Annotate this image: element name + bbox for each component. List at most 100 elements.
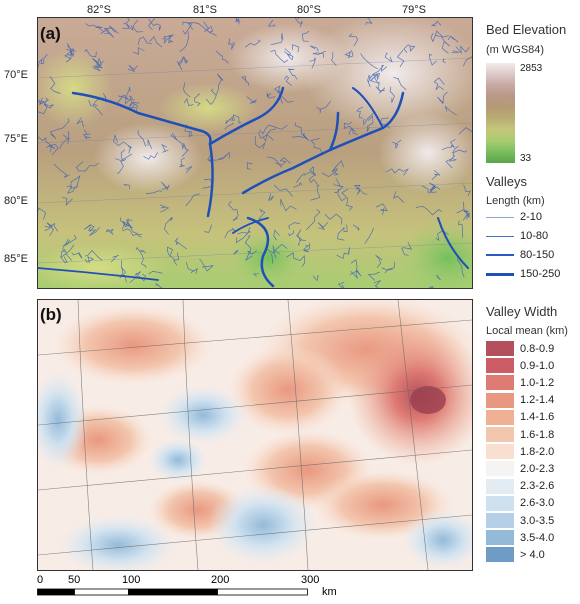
tributary-valley: [259, 124, 288, 135]
width-legend-label: 2.3-2.6: [520, 480, 555, 493]
tributary-valley: [44, 222, 54, 237]
tributary-valley: [185, 261, 198, 274]
tributary-valley: [332, 160, 344, 176]
tributary-valley: [203, 21, 217, 37]
tributary-valley: [341, 188, 354, 211]
tributary-valley: [293, 182, 303, 188]
tributary-valley: [396, 49, 405, 68]
tributary-valley: [343, 121, 356, 132]
tributary-valley: [310, 137, 324, 156]
width-color-swatch: [486, 478, 514, 494]
tributary-valley: [441, 139, 456, 151]
tributary-valley: [83, 224, 95, 233]
tributary-valley: [179, 157, 186, 168]
tributary-valley: [360, 53, 378, 70]
valley-legend-label: 10-80: [520, 230, 549, 242]
tributary-valley: [353, 185, 361, 195]
width-color-swatch: [486, 444, 514, 460]
tributary-valley: [252, 273, 260, 277]
tributary-valley: [227, 38, 236, 50]
tributary-valley: [179, 31, 189, 53]
width-legend-label: 1.4-1.6: [520, 411, 555, 424]
tributary-valley: [62, 197, 73, 206]
tributary-valley: [53, 163, 70, 178]
tributary-valley: [415, 205, 442, 216]
tributary-valley: [71, 252, 83, 259]
tributary-valley: [43, 97, 54, 109]
valleys-legend-title: Valleys: [486, 174, 527, 189]
tributary-valley: [63, 52, 73, 63]
tributary-valley: [178, 56, 187, 71]
tributary-valley: [235, 230, 251, 244]
elevation-colorbar: [486, 63, 515, 163]
width-color-swatch: [486, 358, 514, 374]
tributary-valley: [337, 224, 348, 241]
tributary-valley: [215, 50, 229, 64]
tributary-valley: [428, 184, 441, 194]
tributary-valley: [370, 72, 381, 81]
tributary-valley: [246, 162, 253, 170]
tributary-valley: [128, 102, 140, 108]
tributary-valley: [356, 186, 368, 195]
tributary-valley: [442, 58, 446, 64]
valley-legend-label: 150-250: [520, 268, 561, 280]
width-legend-item: 0.8-0.9: [486, 341, 554, 356]
tributary-valley: [185, 165, 193, 174]
tributary-valley: [389, 86, 395, 103]
tributary-valley: [403, 44, 416, 54]
tributary-valley: [356, 106, 363, 119]
valley-width-panel: [37, 299, 473, 571]
tributary-valley: [182, 21, 193, 30]
tributary-valley: [324, 213, 343, 225]
tributary-valley: [102, 92, 107, 103]
tributary-valley: [458, 127, 472, 135]
tributary-valley: [352, 224, 360, 232]
scale-bar: 0 50 100 200 300 km: [37, 571, 377, 599]
valley-line-swatch: [486, 235, 514, 237]
tributary-valley: [286, 53, 294, 61]
width-legend-item: 0.9-1.0: [486, 358, 554, 374]
width-legend-sub: Local mean (km): [486, 325, 568, 337]
tributary-valley: [182, 22, 193, 35]
scale-bar-tick-label: 50: [68, 574, 80, 586]
width-legend-item: 1.4-1.6: [486, 409, 555, 425]
scale-bar-segment: [128, 588, 218, 596]
tributary-valley: [363, 112, 374, 126]
valley-legend-item: 150-250: [486, 268, 560, 280]
tributary-valley: [103, 27, 112, 34]
lon-tick-label: 82°S: [87, 4, 111, 16]
elevation-min-label: 33: [520, 153, 532, 164]
width-color-swatch: [486, 461, 514, 477]
elevation-legend-title: Bed Elevation: [486, 22, 567, 37]
valley-width-map: [38, 300, 472, 570]
scale-bar-segment: [217, 588, 308, 596]
lat-tick-label: 80°E: [4, 195, 28, 207]
tributary-valley: [436, 274, 441, 281]
tributary-valley: [130, 103, 136, 108]
tributary-valley: [433, 77, 445, 90]
tributary-valley: [375, 254, 383, 268]
tributary-valley: [184, 124, 193, 138]
width-legend-label: 0.8-0.9: [520, 342, 555, 355]
tributary-valley: [270, 32, 284, 46]
tributary-valley: [137, 36, 152, 46]
tributary-valley: [125, 18, 139, 31]
tributary-valley: [244, 235, 252, 255]
tributary-valley: [288, 222, 300, 230]
tributary-valley: [85, 23, 104, 32]
tributary-valley: [430, 30, 449, 43]
lon-tick-label: 80°S: [297, 4, 321, 16]
tributary-valley: [266, 92, 276, 99]
tributary-valley: [451, 50, 459, 54]
tributary-valley: [120, 217, 133, 229]
tributary-valley: [384, 261, 396, 274]
tributary-valley: [100, 28, 115, 38]
tributary-valley: [254, 136, 266, 150]
tributary-valley: [273, 85, 281, 94]
tributary-valley: [367, 74, 371, 88]
tributary-valley: [235, 18, 241, 25]
tributary-valley: [228, 200, 239, 222]
tributary-valley: [130, 25, 143, 33]
valley-legend-label: 80-150: [520, 249, 555, 261]
tributary-valley: [381, 267, 393, 271]
